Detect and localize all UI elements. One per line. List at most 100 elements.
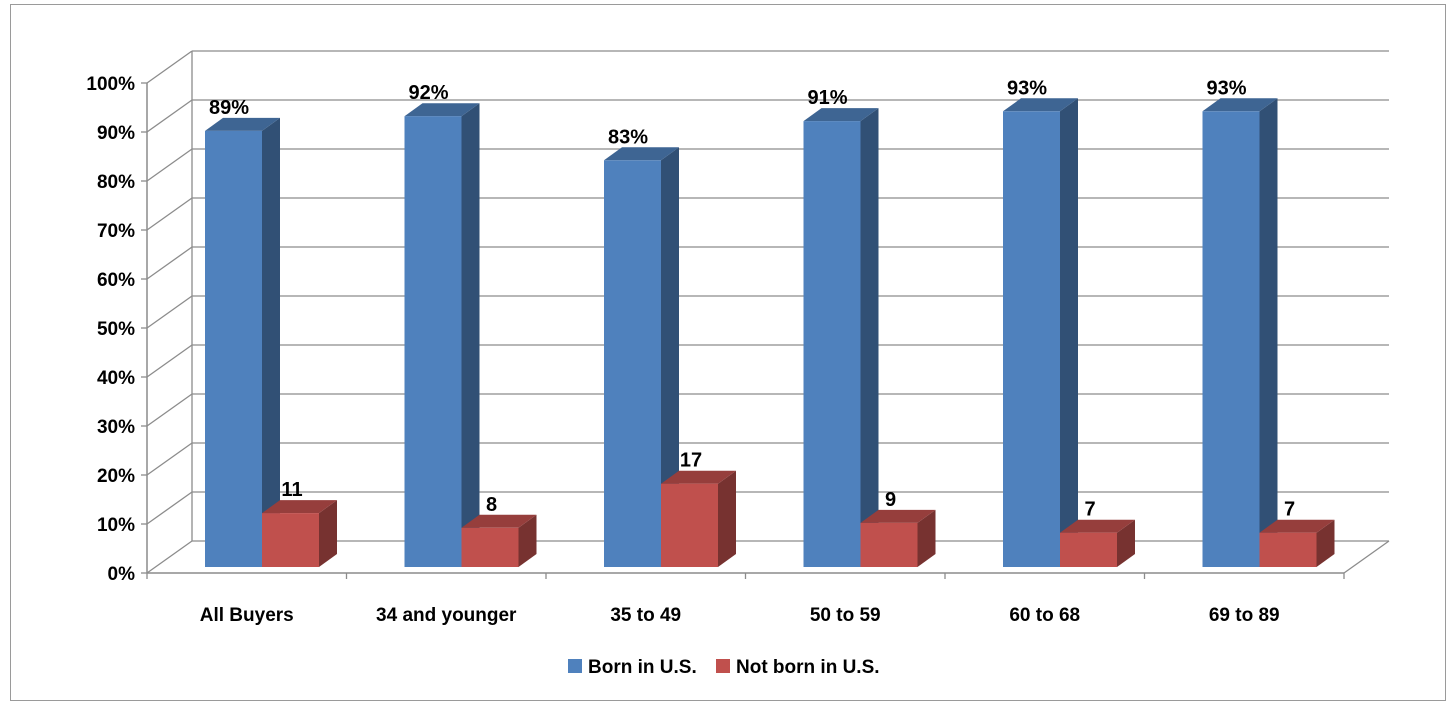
side-gridline [146, 344, 193, 378]
side-gridline [146, 540, 193, 574]
data-label: 7 [1084, 499, 1095, 521]
bars [205, 98, 1335, 568]
bar-side [1060, 98, 1078, 568]
side-gridline [146, 148, 193, 182]
bar-side [718, 470, 736, 567]
bar-side [917, 509, 936, 567]
x-tick-label: All Buyers [200, 605, 294, 626]
bar-top [860, 509, 936, 523]
bar-top [1202, 98, 1278, 112]
bar [661, 470, 736, 567]
bar [404, 103, 480, 567]
bar-top [1259, 519, 1335, 533]
bar-front [604, 160, 661, 568]
side-gridline [146, 393, 193, 427]
y-tick-label: 100% [86, 74, 135, 95]
side-gridline [146, 246, 193, 280]
floor-right-edge [1343, 540, 1390, 574]
data-label: 93% [1007, 77, 1047, 99]
y-tick-label: 50% [97, 319, 135, 340]
bar-top [604, 147, 679, 161]
x-tick-label: 34 and younger [376, 605, 517, 626]
bar-front [205, 130, 262, 567]
bar-side [1316, 519, 1335, 567]
y-tick-label: 40% [97, 368, 135, 389]
bar-top [1060, 519, 1135, 533]
data-label: 91% [807, 87, 847, 109]
bar-front [1202, 111, 1260, 568]
y-tick-label: 90% [97, 123, 135, 144]
gridlines [146, 50, 1390, 574]
y-tick-label: 20% [97, 466, 135, 487]
side-gridline [146, 197, 193, 231]
x-tick-label: 35 to 49 [610, 605, 681, 626]
bar [461, 514, 537, 567]
bar-top [262, 500, 337, 514]
bar [604, 147, 679, 568]
bar [1060, 519, 1135, 567]
y-tick-label: 10% [97, 515, 135, 536]
bar-top [404, 103, 480, 117]
y-tick-label: 30% [97, 417, 135, 438]
legend: Born in U.S. Not born in U.S. [568, 657, 880, 678]
bar [1202, 98, 1278, 568]
x-tick-label: 60 to 68 [1009, 605, 1080, 626]
bar-front [404, 116, 462, 567]
bar-side [461, 103, 480, 567]
y-tick-label: 60% [97, 270, 135, 291]
x-tick-label: 69 to 89 [1209, 605, 1280, 626]
chart-frame: 0% 10% 20% 30% 40% 50% 60% 70% 80% 90% 100% All Buy… [10, 4, 1446, 701]
data-label: 11 [281, 479, 302, 501]
data-label: 7 [1284, 499, 1295, 521]
side-gridline [146, 50, 193, 84]
data-label: 8 [486, 494, 497, 516]
data-label: 89% [209, 97, 249, 119]
legend-label: Not born in U.S. [736, 657, 880, 678]
data-label: 93% [1206, 77, 1246, 99]
bar [1259, 519, 1335, 567]
bar-side [661, 147, 679, 568]
bar-side [1259, 98, 1278, 568]
data-label: 17 [680, 450, 702, 472]
bar-chart: 0% 10% 20% 30% 40% 50% 60% 70% 80% 90% 100% All Buy… [86, 50, 1390, 678]
bar-top [205, 117, 280, 131]
bar-front [661, 483, 718, 567]
x-tick-label: 50 to 59 [810, 605, 881, 626]
bar-top [661, 470, 736, 484]
bar [262, 500, 337, 567]
legend-swatch [568, 659, 582, 673]
bar [205, 117, 280, 568]
bar-side [860, 108, 879, 567]
bar-front [803, 121, 861, 567]
bar-top [803, 108, 879, 122]
bar-front [1060, 532, 1117, 567]
side-gridline [146, 295, 193, 329]
data-label: 9 [885, 489, 896, 511]
legend-item: Not born in U.S. [716, 657, 880, 678]
bar [803, 108, 879, 567]
data-label: 92% [408, 82, 448, 104]
side-gridline [146, 442, 193, 476]
data-label: 83% [608, 126, 648, 148]
data-labels: 89% 11 92% 8 83% 17 91% 9 93% 7 93% 7 [209, 77, 1295, 520]
axes: 0% 10% 20% 30% 40% 50% 60% 70% 80% 90% 100% All Buy… [86, 74, 1345, 626]
bar-side [1117, 519, 1135, 567]
y-tick-label: 70% [97, 221, 135, 242]
y-tick-label: 0% [108, 564, 136, 585]
bar-side [262, 117, 280, 568]
bar-front [461, 527, 519, 567]
side-gridline [146, 99, 193, 133]
y-tick-label: 80% [97, 172, 135, 193]
bar-side [518, 514, 537, 567]
legend-swatch [716, 659, 730, 673]
bar-top [461, 514, 537, 528]
bar-top [1003, 98, 1078, 112]
side-gridline [146, 491, 193, 525]
bar-side [319, 500, 337, 567]
bar-front [860, 522, 918, 567]
bar [1003, 98, 1078, 568]
bar-front [262, 513, 319, 567]
bar [860, 509, 936, 567]
legend-item: Born in U.S. [568, 657, 697, 678]
bar-front [1259, 532, 1317, 567]
